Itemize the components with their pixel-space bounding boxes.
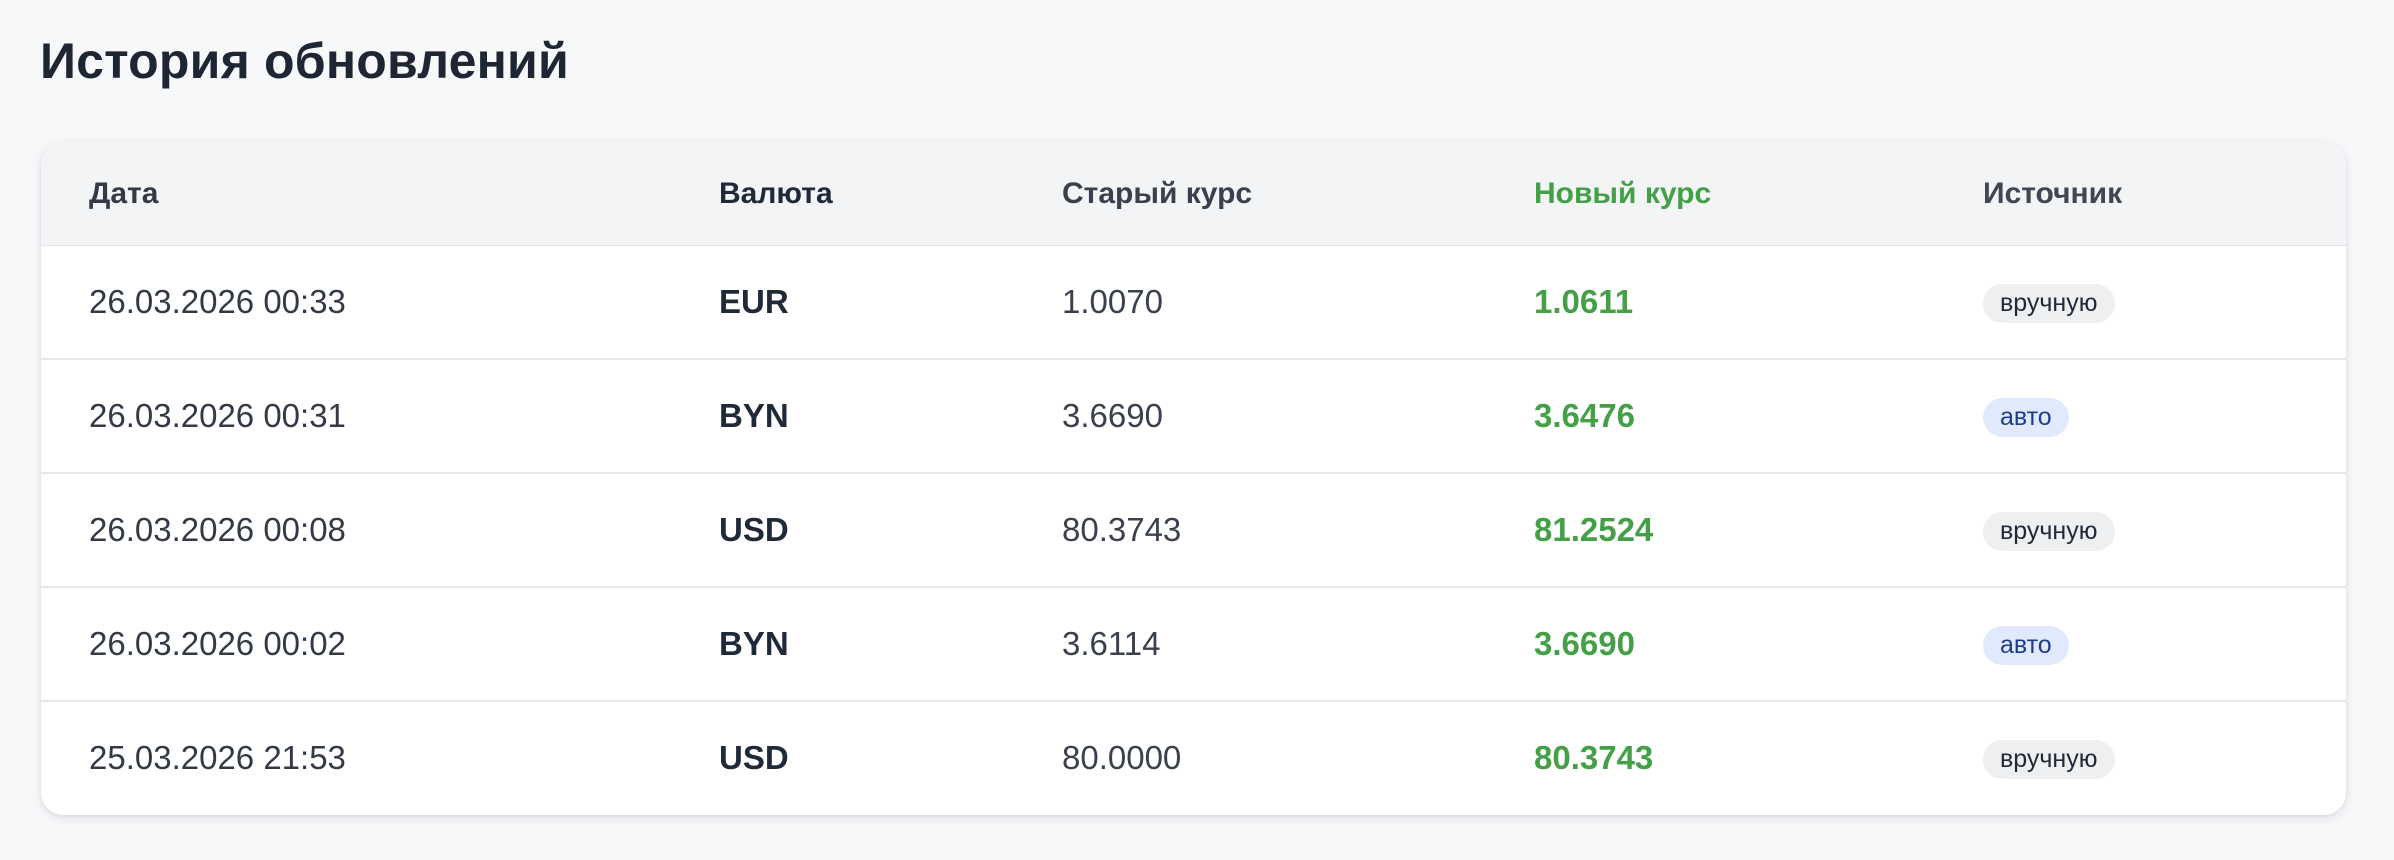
cell-date: 26.03.2026 00:33 [89, 283, 346, 320]
table-row: 26.03.2026 00:31 BYN 3.6690 3.6476 авто [41, 360, 2346, 474]
column-header-currency[interactable]: Валюта [719, 177, 833, 210]
updates-history-table: Дата Валюта Старый курс Новый курс Источ… [41, 142, 2346, 815]
cell-old-rate: 80.0000 [1062, 739, 1182, 776]
table-row: 26.03.2026 00:02 BYN 3.6114 3.6690 авто [41, 588, 2346, 702]
source-badge-auto: авто [1983, 626, 2069, 665]
cell-currency: USD [719, 739, 789, 776]
page-title: История обновлений [40, 33, 569, 89]
cell-new-rate: 3.6690 [1534, 625, 1635, 662]
source-badge-manual: вручную [1983, 284, 2115, 323]
cell-new-rate: 1.0611 [1534, 283, 1634, 320]
source-badge-manual: вручную [1983, 740, 2115, 779]
cell-currency: EUR [719, 283, 789, 320]
cell-new-rate: 3.6476 [1534, 397, 1635, 434]
column-header-date[interactable]: Дата [89, 177, 159, 210]
cell-date: 26.03.2026 00:08 [89, 511, 346, 548]
column-header-old-rate[interactable]: Старый курс [1062, 177, 1253, 210]
table-row: 25.03.2026 21:53 USD 80.0000 80.3743 вру… [41, 702, 2346, 815]
source-badge-manual: вручную [1983, 512, 2115, 551]
cell-old-rate: 3.6114 [1062, 625, 1161, 662]
cell-old-rate: 1.0070 [1062, 283, 1163, 320]
table-header: Дата Валюта Старый курс Новый курс Источ… [41, 142, 2346, 246]
source-badge-auto: авто [1983, 398, 2069, 437]
cell-date: 25.03.2026 21:53 [89, 739, 346, 776]
table-row: 26.03.2026 00:08 USD 80.3743 81.2524 вру… [41, 474, 2346, 588]
cell-currency: BYN [719, 397, 789, 434]
cell-new-rate: 80.3743 [1534, 739, 1654, 776]
table-row: 26.03.2026 00:33 EUR 1.0070 1.0611 вручн… [41, 246, 2346, 360]
cell-old-rate: 3.6690 [1062, 397, 1163, 434]
column-header-new-rate[interactable]: Новый курс [1534, 177, 1712, 210]
cell-old-rate: 80.3743 [1062, 511, 1182, 548]
column-header-source[interactable]: Источник [1983, 177, 2123, 210]
cell-date: 26.03.2026 00:31 [89, 397, 346, 434]
cell-new-rate: 81.2524 [1534, 511, 1654, 548]
cell-date: 26.03.2026 00:02 [89, 625, 346, 662]
cell-currency: BYN [719, 625, 789, 662]
cell-currency: USD [719, 511, 789, 548]
